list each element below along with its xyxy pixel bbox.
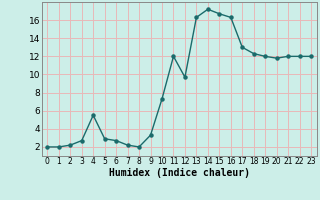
X-axis label: Humidex (Indice chaleur): Humidex (Indice chaleur) [109,168,250,178]
